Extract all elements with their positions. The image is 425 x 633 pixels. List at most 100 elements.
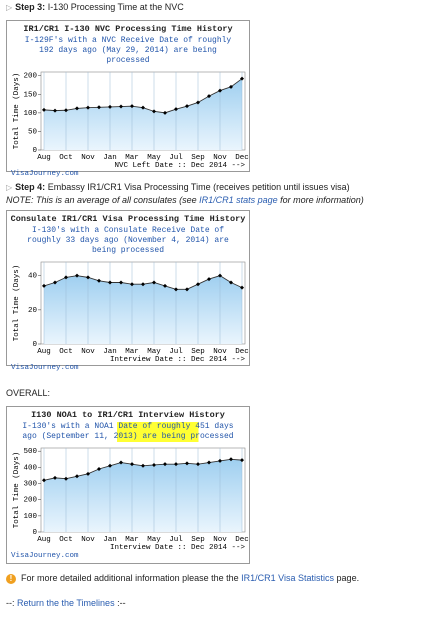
x-axis-label: NVC Left Date :: Dec 2014 -->: [114, 162, 245, 170]
point: [229, 457, 233, 462]
chart: Total Time (Days) Aug Oct Nov Jan Mar May Jul Se…: [11, 447, 249, 560]
point: [185, 104, 189, 109]
point: [53, 280, 57, 285]
point: [97, 105, 101, 110]
point: [53, 108, 57, 113]
info-text: page.: [336, 573, 360, 583]
note-link[interactable]: IR1/CR1 stats page: [199, 195, 278, 205]
y-tick-label: 40: [28, 273, 38, 281]
x-axis-label: Interview Date :: Dec 2014 -->: [110, 544, 246, 552]
point: [75, 273, 79, 278]
point: [218, 273, 222, 278]
info-text: For more detailed additional information…: [21, 573, 239, 583]
info-link[interactable]: IR1/CR1 Visa Statistics: [241, 573, 335, 583]
x-tick-label: Oct: [59, 536, 73, 544]
point: [119, 460, 123, 465]
chart-box: IR1/CR1 I-130 NVC Processing Time Histor…: [6, 20, 250, 178]
y-tick-label: 0: [32, 529, 37, 537]
x-tick-label: Dec: [235, 536, 249, 544]
x-tick-label: Jul: [169, 348, 183, 356]
point: [42, 478, 46, 483]
x-tick-label: May: [147, 536, 161, 544]
point: [42, 283, 46, 288]
point: [196, 462, 200, 467]
x-tick-label: May: [147, 348, 161, 356]
x-tick-label: Jul: [169, 536, 183, 544]
return: --: Return the the Timelines :--: [6, 598, 126, 608]
x-tick-label: Oct: [59, 348, 73, 356]
point: [207, 277, 211, 282]
point: [196, 282, 200, 287]
step-text: I-130 Processing Time at the NVC: [47, 2, 184, 12]
x-tick-label: Aug: [37, 536, 51, 544]
x-tick-label: Sep: [191, 536, 205, 544]
point: [64, 275, 68, 280]
point: [163, 462, 167, 467]
point: [108, 463, 112, 468]
point: [185, 287, 189, 292]
step-text: Embassy IR1/CR1 Visa Processing Time (re…: [47, 182, 350, 192]
chart-title: IR1/CR1 I-130 NVC Processing Time Histor…: [23, 24, 233, 34]
y-axis-label: Total Time (Days): [13, 73, 21, 150]
point: [108, 104, 112, 109]
y-tick-label: 20: [28, 307, 38, 315]
point: [207, 94, 211, 99]
x-tick-label: Nov: [213, 348, 227, 356]
point: [119, 280, 123, 285]
x-tick-label: Aug: [37, 348, 51, 356]
x-axis-label: Interview Date :: Dec 2014 -->: [110, 356, 246, 364]
chart-subtitle: I-130's with a NOA1 Date of roughly 451 …: [18, 422, 238, 442]
point: [229, 280, 233, 285]
return-text: :--: [117, 598, 126, 608]
point: [163, 283, 167, 288]
point: [64, 108, 68, 113]
y-tick-label: 100: [23, 513, 37, 521]
point: [174, 462, 178, 467]
point: [174, 287, 178, 292]
x-tick-label: Mar: [125, 154, 139, 162]
point: [240, 76, 244, 81]
point: [240, 458, 244, 463]
step4: ▷ Step 4: Embassy IR1/CR1 Visa Processing…: [6, 182, 350, 192]
x-tick-label: Sep: [191, 154, 205, 162]
step-label: Step 3:: [15, 2, 46, 12]
point: [42, 107, 46, 112]
point: [130, 462, 134, 467]
chart-subtitle: I-130's with a Consulate Receive Date of…: [27, 226, 229, 255]
y-tick-label: 0: [32, 341, 37, 349]
x-tick-label: Nov: [213, 154, 227, 162]
point: [174, 107, 178, 112]
point: [53, 475, 57, 480]
y-tick-label: 200: [23, 73, 37, 81]
info: ! For more detailed additional informatio…: [6, 573, 359, 584]
warning-icon: !: [6, 574, 16, 584]
y-axis-label: Total Time (Days): [13, 265, 21, 342]
x-tick-label: Jul: [169, 154, 183, 162]
chart-subtitle: I-129F's with a NVC Receive Date of roug…: [24, 36, 232, 65]
x-tick-label: Nov: [213, 536, 227, 544]
x-tick-label: Jan: [103, 154, 117, 162]
x-tick-label: Mar: [125, 348, 139, 356]
note-text: NOTE: This is an average of all consulat…: [6, 195, 197, 205]
x-tick-label: Dec: [235, 154, 249, 162]
point: [97, 467, 101, 471]
step-label: Step 4:: [15, 182, 46, 192]
return-link[interactable]: Return the the Timelines: [17, 598, 115, 608]
y-tick-label: 50: [28, 128, 38, 136]
x-tick-label: Oct: [59, 154, 73, 162]
chart-box: I130 NOA1 to IR1/CR1 Interview History I-…: [6, 406, 250, 564]
overall: OVERALL:: [6, 388, 51, 398]
x-tick-label: Jan: [103, 536, 117, 544]
point: [229, 84, 233, 89]
note: NOTE: This is an average of all consulat…: [6, 195, 364, 205]
y-axis-label: Total Time (Days): [13, 452, 21, 529]
point: [75, 106, 79, 111]
point: [196, 100, 200, 105]
point: [218, 458, 222, 463]
point: [152, 109, 156, 114]
point: [163, 110, 167, 115]
x-tick-label: Aug: [37, 154, 51, 162]
y-tick-label: 500: [23, 448, 37, 456]
x-tick-label: Sep: [191, 348, 205, 356]
